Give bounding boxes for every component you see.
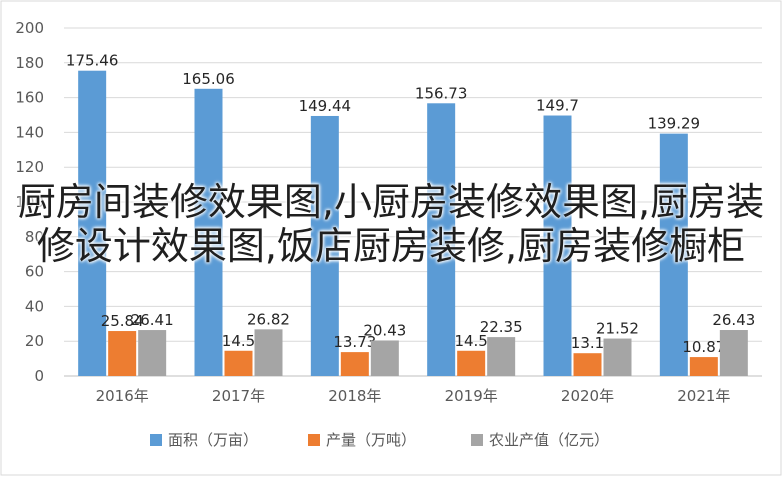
- data-label: 22.35: [480, 318, 523, 336]
- bar-output: [457, 350, 486, 376]
- bar-output: [108, 331, 137, 376]
- data-label: 156.73: [415, 84, 468, 102]
- data-label: 14.5: [222, 332, 255, 350]
- y-tick-label: 80: [25, 228, 44, 246]
- data-label: 149.44: [299, 97, 352, 115]
- bar-value: [254, 329, 283, 376]
- data-label: 149.7: [536, 97, 579, 115]
- bar-area: [194, 88, 223, 377]
- y-tick-label: 160: [15, 89, 44, 107]
- x-tick-label: 2021年: [677, 387, 730, 405]
- bar-area: [543, 115, 572, 376]
- x-tick-label: 2016年: [96, 387, 149, 405]
- data-label: 25.84: [101, 312, 144, 330]
- bar-area: [427, 103, 456, 377]
- data-label: 175.46: [66, 52, 119, 70]
- data-label: 21.52: [596, 320, 639, 338]
- legend-label: 农业产值（亿元）: [489, 431, 609, 449]
- data-label: 26.82: [247, 310, 290, 328]
- bar-value: [719, 330, 748, 376]
- x-tick-label: 2019年: [445, 387, 498, 405]
- bar-value: [487, 337, 516, 376]
- x-tick-label: 2020年: [561, 387, 614, 405]
- y-tick-label: 180: [15, 54, 44, 72]
- bar-area: [78, 70, 107, 377]
- data-label: 13.1: [571, 334, 604, 352]
- y-tick-label: 60: [25, 263, 44, 281]
- bar-value: [138, 330, 167, 376]
- legend-swatch: [150, 434, 162, 446]
- data-label: 165.06: [182, 70, 235, 88]
- legend-label: 产量（万吨）: [326, 431, 416, 449]
- bar-output: [224, 350, 253, 376]
- data-label: 13.73: [333, 333, 376, 351]
- bar-output: [340, 352, 369, 376]
- data-label: 26.41: [131, 311, 174, 329]
- y-tick-label: 100: [15, 193, 44, 211]
- bar-value: [603, 338, 632, 376]
- x-tick-label: 2017年: [212, 387, 265, 405]
- y-tick-label: 120: [15, 158, 44, 176]
- data-label: 10.87: [682, 338, 725, 356]
- y-tick-label: 200: [15, 19, 44, 37]
- bar-output: [573, 353, 602, 376]
- bar-area: [659, 133, 688, 376]
- data-label: 14.5: [454, 332, 487, 350]
- data-label: 139.29: [648, 115, 701, 133]
- legend-swatch: [471, 434, 483, 446]
- y-tick-label: 40: [25, 297, 44, 315]
- data-label: 20.43: [363, 321, 406, 339]
- legend-label: 面积（万亩）: [168, 431, 258, 449]
- y-tick-label: 140: [15, 123, 44, 141]
- data-label: 26.43: [712, 311, 755, 329]
- legend-swatch: [308, 434, 320, 446]
- y-tick-label: 20: [25, 332, 44, 350]
- x-tick-label: 2018年: [328, 387, 381, 405]
- bar-output: [689, 357, 718, 376]
- bar-area: [310, 115, 339, 377]
- y-tick-label: 0: [34, 367, 44, 385]
- bar-value: [370, 340, 399, 376]
